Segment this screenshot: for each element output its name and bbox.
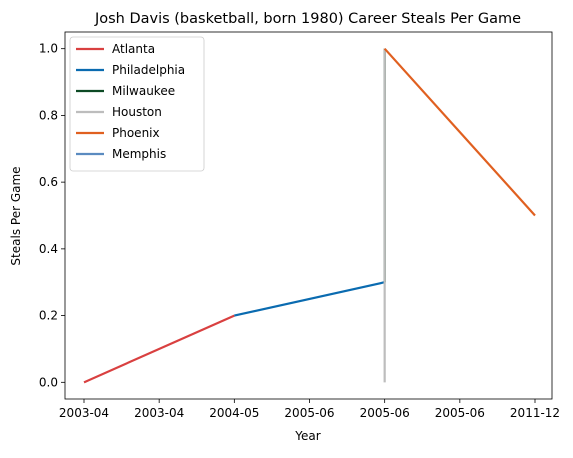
legend-label-memphis: Memphis [112,147,166,161]
series-line-philadelphia [234,282,384,315]
x-tick-label: 2005-06 [284,406,334,420]
x-tick-label: 2011-12 [510,406,560,420]
y-tick-label: 0.8 [39,108,58,122]
x-tick-label: 2004-05 [209,406,259,420]
series-line-phoenix [385,49,535,216]
x-tick-label: 2003-04 [59,406,109,420]
legend-label-atlanta: Atlanta [112,42,155,56]
legend-label-houston: Houston [112,105,162,119]
y-axis-label: Steals Per Game [9,166,23,265]
x-tick-label: 2003-04 [134,406,184,420]
y-tick-label: 1.0 [39,42,58,56]
legend: Atlanta Philadelphia Milwaukee Houston Phoen… [70,37,204,171]
x-tick-label: 2005-06 [360,406,410,420]
y-axis-ticks: 0.0 0.2 0.4 0.6 0.8 1.0 [39,42,65,390]
series-line-atlanta [84,316,234,383]
legend-label-phoenix: Phoenix [112,126,160,140]
chart-title: Josh Davis (basketball, born 1980) Caree… [94,11,521,27]
y-tick-label: 0.0 [39,375,58,389]
legend-label-philadelphia: Philadelphia [112,63,185,77]
y-tick-label: 0.2 [39,309,58,323]
y-tick-label: 0.6 [39,175,58,189]
legend-label-milwaukee: Milwaukee [112,84,175,98]
x-tick-label: 2005-06 [435,406,485,420]
x-axis-ticks: 2003-04 2003-04 2004-05 2005-06 2005-06 2005-… [59,399,560,420]
y-tick-label: 0.4 [39,242,58,256]
x-axis-label: Year [294,429,320,443]
